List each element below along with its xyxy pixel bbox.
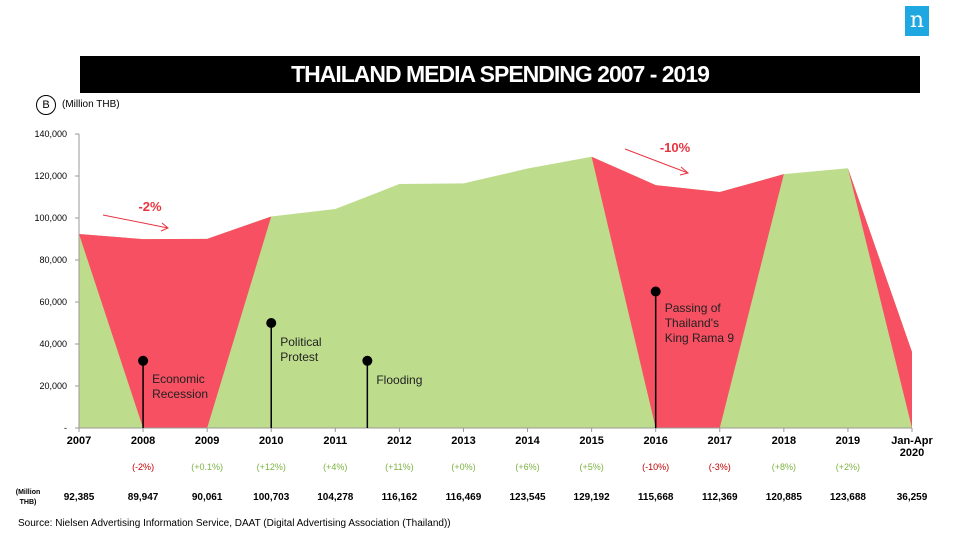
event-label: Protest [280, 350, 319, 364]
x-tick-label: 2008 [131, 435, 155, 447]
source-note: Source: Nielsen Advertising Information … [18, 518, 451, 529]
y-tick-label: 140,000 [34, 129, 67, 139]
decline-area [79, 216, 272, 428]
event-label: Passing of [665, 301, 722, 315]
y-tick-label: 20,000 [39, 381, 67, 391]
x-tick-label: 2012 [387, 435, 411, 447]
event-marker [138, 355, 149, 366]
x-tick-label: Jan-Apr [891, 435, 933, 447]
x-tick-label: 2009 [195, 435, 219, 447]
row-label: THB) [20, 499, 37, 506]
growth-label: (+11%) [385, 462, 414, 472]
growth-label: (+2%) [836, 462, 860, 472]
value-label: 123,688 [830, 492, 867, 503]
value-label: 112,369 [702, 492, 738, 503]
value-label: 104,278 [317, 492, 354, 503]
growth-label: (+4%) [323, 462, 347, 472]
growth-label: (+8%) [772, 462, 796, 472]
x-tick-label: 2014 [515, 435, 540, 447]
event-marker [650, 286, 661, 297]
growth-label: (+12%) [257, 462, 286, 472]
x-tick-label: 2011 [323, 435, 347, 447]
event-marker [266, 318, 277, 328]
y-tick-label: 60,000 [39, 297, 67, 307]
unit-label: (Million THB) [62, 99, 120, 110]
value-label: 92,385 [64, 492, 95, 503]
value-label: 116,162 [382, 492, 418, 503]
baht-icon: B [36, 95, 56, 115]
y-tick-label: 40,000 [39, 339, 67, 349]
row-label: (Million [16, 489, 41, 496]
event-label: Flooding [376, 373, 422, 387]
value-label: 90,061 [192, 492, 223, 503]
event-label: Economic [152, 372, 205, 386]
x-tick-label: 2018 [772, 435, 796, 447]
event-label: Thailand's [665, 316, 719, 330]
x-tick-label: 2019 [836, 435, 860, 447]
x-tick-label: 2017 [708, 435, 732, 447]
value-label: 89,947 [128, 492, 159, 503]
decline-area [847, 168, 912, 429]
event-label: Political [280, 335, 321, 349]
growth-label: (-2%) [132, 462, 154, 472]
x-tick-label: 2016 [643, 435, 667, 447]
event-label: King Rama 9 [665, 331, 735, 345]
growth-label: (+6%) [515, 462, 539, 472]
growth-label: (+0.1%) [191, 462, 223, 472]
value-label: 123,545 [509, 492, 546, 503]
value-label: 100,703 [253, 492, 290, 503]
annotation-arrow [102, 214, 169, 232]
x-tick-label: 2015 [579, 435, 603, 447]
event-label: Recession [152, 387, 208, 401]
x-tick-label: 2020 [900, 447, 924, 459]
x-tick-label: 2010 [259, 435, 283, 447]
growth-label: (-3%) [709, 462, 731, 472]
annotation-arrow [624, 148, 690, 176]
value-label: 115,668 [638, 492, 674, 503]
y-tick-label: 80,000 [39, 255, 67, 265]
value-label: 120,885 [766, 492, 803, 503]
x-tick-label: 2007 [67, 435, 91, 447]
annotation-label: -10% [660, 140, 691, 155]
y-tick-label: - [64, 423, 67, 433]
value-label: 36,259 [897, 492, 928, 503]
x-tick-label: 2013 [451, 435, 475, 447]
y-tick-label: 120,000 [34, 171, 67, 181]
value-label: 129,192 [574, 492, 611, 503]
y-tick-label: 100,000 [34, 213, 67, 223]
growth-label: (+5%) [579, 462, 603, 472]
value-label: 116,469 [446, 492, 482, 503]
nielsen-logo: n [905, 6, 929, 36]
decline-area [591, 156, 784, 429]
growth-label: (-10%) [642, 462, 669, 472]
event-marker [362, 355, 373, 366]
annotation-label: -2% [138, 199, 162, 214]
growth-label: (+0%) [451, 462, 475, 472]
chart-title: THAILAND MEDIA SPENDING 2007 - 2019 [80, 56, 920, 93]
